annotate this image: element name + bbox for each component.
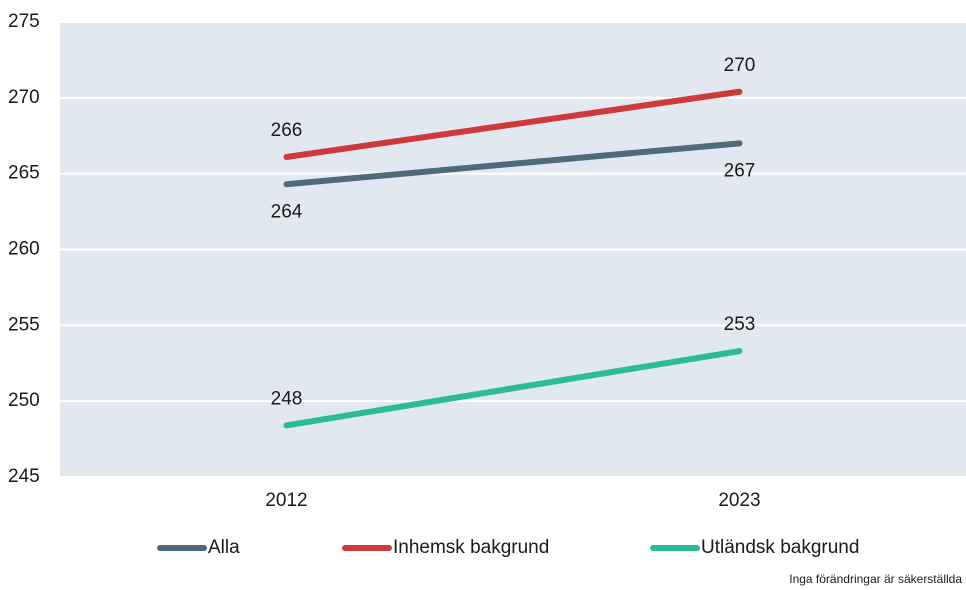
y-tick-label: 260	[8, 239, 40, 260]
data-label: 267	[724, 160, 756, 181]
annotation: Inga förändringar är säkerställda	[789, 572, 962, 586]
y-tick-label: 265	[8, 163, 40, 184]
data-label: 264	[271, 201, 303, 222]
y-tick-label: 275	[8, 11, 40, 32]
data-label: 253	[724, 314, 756, 335]
legend-label: Alla	[208, 537, 240, 558]
y-tick-label: 250	[8, 390, 40, 411]
x-tick-label: 2012	[265, 490, 307, 511]
series-line	[283, 140, 743, 188]
y-tick-label: 245	[8, 466, 40, 487]
data-label: 270	[724, 55, 756, 76]
legend-label: Utländsk bakgrund	[701, 537, 859, 558]
x-tick-label: 2023	[718, 490, 760, 511]
legend-label: Inhemsk bakgrund	[393, 537, 549, 558]
y-tick-label: 255	[8, 314, 40, 335]
series-line	[283, 348, 743, 429]
series-line	[283, 88, 743, 160]
y-tick-label: 270	[8, 87, 40, 108]
data-label: 248	[271, 388, 303, 409]
data-label: 266	[271, 120, 303, 141]
